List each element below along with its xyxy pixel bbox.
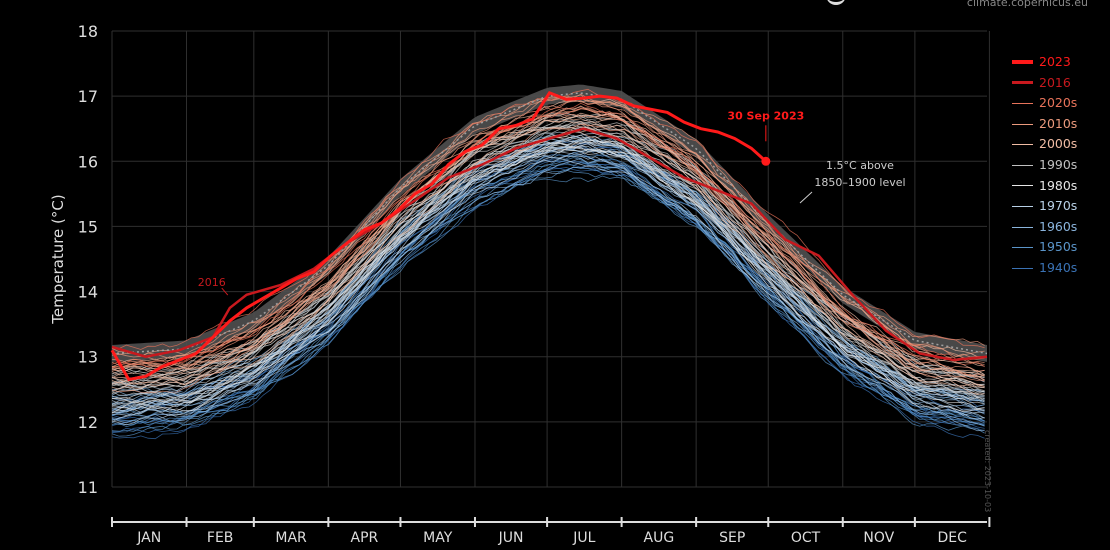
historic-year-line [111,142,985,412]
historic-year-line [111,107,985,369]
legend-swatch [1012,205,1033,207]
series-2023-endpoint [761,156,771,166]
threshold-line [111,92,988,355]
legend-item-2020s: 2020s [1012,93,1107,114]
historic-year-line [111,146,985,410]
created-stamp: created: 2023-10-03 [983,430,992,513]
historic-lines [111,88,985,440]
legend-swatch [1012,185,1033,187]
historic-year-line [111,107,985,382]
x-tick-label: MAR [275,530,307,546]
historic-year-line [112,155,985,419]
historic-year-line [111,169,985,434]
annotation-30sep2023: 30 Sep 2023 [727,109,804,122]
legend-item-1970s: 1970s [1012,196,1107,217]
x-tick-label: FEB [207,530,234,546]
historic-year-line [111,133,985,396]
historic-year-line [111,98,985,364]
historic-year-line [111,158,985,429]
y-tick-label: 14 [78,283,98,302]
legend-item-1990s: 1990s [1012,155,1107,176]
y-axis-label: Temperature (°C) [49,194,67,324]
historic-year-line [111,113,985,381]
legend-swatch [1012,164,1033,166]
historic-year-line [111,108,985,372]
legend-swatch [1012,144,1033,146]
series-2016-line [111,127,988,362]
y-tick-label: 13 [78,348,98,367]
series-2023-line [110,91,767,382]
historic-year-line [111,167,985,428]
temperature-chart: 11 12 13 14 15 16 17 18 Temperature (°C) JAN FEB MA… [49,22,991,546]
legend-swatch [1012,267,1033,269]
historic-year-line [112,151,985,434]
x-tick-label: OCT [791,530,821,546]
chart-legend: 2023 2016 2020s 2010s 2000s 1990s 1980s 1970s 19… [1012,52,1107,279]
legend-item-2023: 2023 [1012,52,1107,73]
annotation-2016-arrow [221,287,229,296]
x-tick-label: AUG [644,530,675,546]
legend-label: 1960s [1039,218,1078,234]
threshold-band [112,84,987,362]
legend-label: 2016 [1039,74,1071,90]
historic-year-line [111,145,985,408]
y-tick-label: 15 [78,217,98,236]
historic-year-line [111,99,985,372]
legend-label: 2000s [1039,136,1078,152]
y-tick-label: 17 [78,87,98,106]
legend-swatch [1012,123,1033,125]
threshold-label-line2: 1850–1900 level [814,176,905,189]
legend-swatch [1012,60,1033,65]
historic-year-line [111,161,985,437]
historic-year-line [111,120,985,392]
legend-item-2000s: 2000s [1012,134,1107,155]
legend-label: 2020s [1039,95,1078,111]
historic-year-line [111,102,985,367]
legend-swatch [1012,81,1033,85]
x-tick-label: DEC [937,530,967,546]
legend-item-1960s: 1960s [1012,217,1107,238]
copernicus-logo [826,0,846,5]
y-tick-label: 11 [78,478,98,497]
y-tick-label: 12 [78,413,98,432]
threshold-label-arrow [799,191,813,204]
historic-year-line [111,175,985,432]
historic-year-line [111,111,985,377]
legend-label: 1940s [1039,259,1078,275]
legend-label: 1980s [1039,177,1078,193]
legend-label: 1950s [1039,239,1078,255]
x-tick-label: MAY [423,530,453,546]
legend-item-2016: 2016 [1012,73,1107,94]
legend-item-1980s: 1980s [1012,176,1107,197]
x-tick-label: NOV [863,530,894,546]
historic-year-line [111,165,985,427]
historic-year-line [111,123,985,393]
annotation-2016: 2016 [198,276,226,289]
legend-label: 2010s [1039,115,1078,131]
legend-label: 1990s [1039,157,1078,173]
x-tick-label: JUN [498,530,524,546]
historic-year-line [111,125,985,405]
historic-year-line [111,148,985,420]
y-tick-label: 18 [78,22,98,41]
x-tick-label: APR [351,530,379,546]
historic-year-line [111,88,985,350]
legend-item-1950s: 1950s [1012,237,1107,258]
y-tick-label: 16 [78,152,98,171]
x-tick-label: SEP [719,530,745,546]
legend-swatch [1012,102,1033,104]
historic-year-line [111,94,985,372]
legend-item-1940s: 1940s [1012,258,1107,279]
threshold-label-line1: 1.5°C above [826,159,894,172]
legend-item-2010s: 2010s [1012,114,1107,135]
x-tick-label: JAN [136,530,161,546]
x-tick-label: JUL [572,530,595,546]
historic-year-line [111,126,985,390]
historic-year-line [111,141,985,407]
legend-label: 1970s [1039,198,1078,214]
source-url[interactable]: climate.copernicus.eu [966,0,1088,9]
legend-label: 2023 [1039,54,1071,70]
legend-swatch [1012,247,1033,249]
legend-swatch [1012,226,1033,228]
